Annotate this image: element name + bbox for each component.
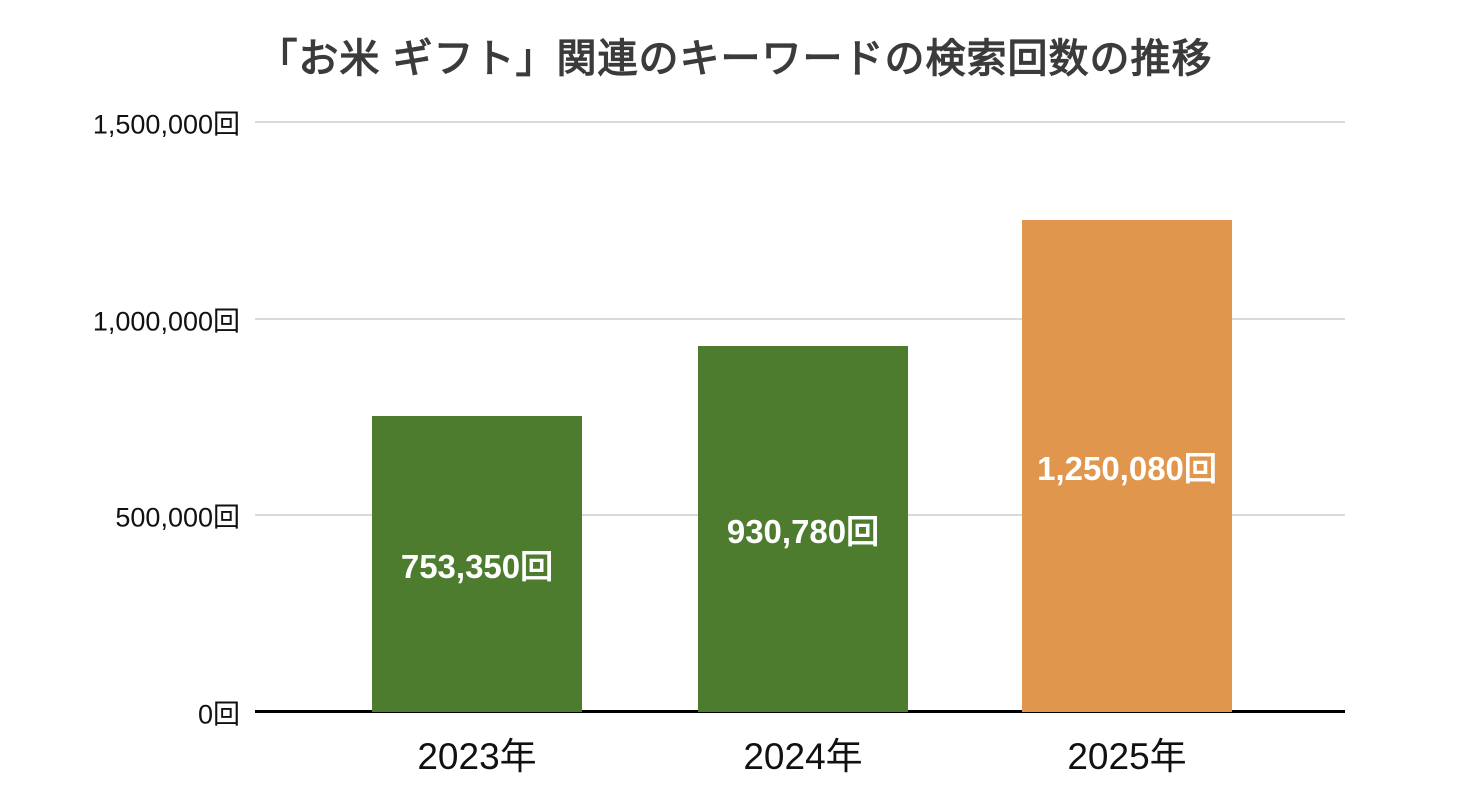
bar-2025年: 1,250,080回 — [1022, 220, 1232, 712]
y-axis-tick-label: 1,000,000回 — [92, 306, 240, 337]
plot-area: 753,350回 930,780回 1,250,080回 — [255, 121, 1345, 713]
y-axis-tick-label: 500,000回 — [115, 502, 240, 533]
bar-2024年: 930,780回 — [698, 345, 908, 712]
x-axis-tick-label: 2024年 — [743, 736, 863, 777]
bar-2023年: 753,350回 — [372, 415, 582, 712]
x-axis-labels: 2023年 2024年 2025年 — [0, 726, 1470, 786]
chart-title: 「お米 ギフト」関連のキーワードの検索回数の推移 — [257, 37, 1213, 81]
y-axis-labels: 0回 500,000回 1,000,000回 1,500,000回 — [0, 0, 240, 796]
gridline — [255, 121, 1345, 123]
bar-value-label: 930,780回 — [726, 512, 880, 550]
bar-value-label: 1,250,080回 — [1037, 450, 1217, 488]
bar-value-label: 753,350回 — [400, 547, 554, 585]
y-axis-tick-label: 1,500,000回 — [92, 109, 240, 140]
gridline — [255, 317, 1345, 320]
y-axis-tick-label: 0回 — [197, 699, 240, 730]
x-axis-tick-label: 2025年 — [1067, 736, 1187, 777]
x-axis-tick-label: 2023年 — [417, 736, 537, 777]
